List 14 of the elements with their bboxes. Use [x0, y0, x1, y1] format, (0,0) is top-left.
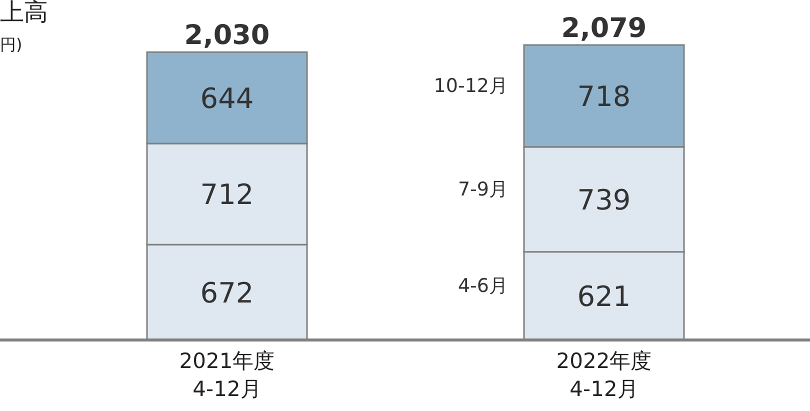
x-tick-label: 2021年度 4-12月 [179, 349, 275, 401]
series-label: 4-6月 [458, 274, 508, 297]
series-label: 10-12月 [434, 74, 508, 97]
data-label: 644 [200, 82, 254, 115]
data-label: 672 [200, 276, 254, 310]
total-label: 2,030 [184, 20, 270, 52]
x-tick-label: 2022年度 4-12月 [556, 349, 652, 401]
total-label: 2,079 [561, 13, 647, 44]
series-label: 7-9月 [458, 178, 508, 200]
chart-subtitle: 円) [0, 35, 22, 54]
data-label: 621 [577, 280, 631, 313]
data-label: 739 [577, 183, 631, 216]
data-label: 718 [577, 80, 631, 113]
data-label: 712 [200, 178, 254, 212]
